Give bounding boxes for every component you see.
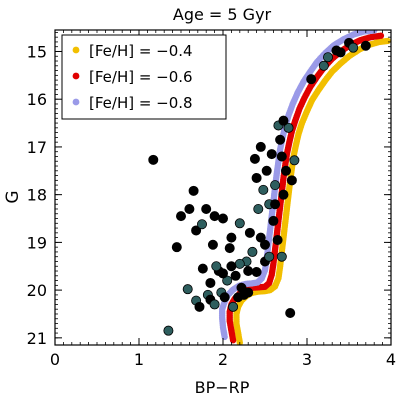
observed-star xyxy=(196,219,207,230)
observed-star xyxy=(211,261,222,272)
x-axis-label: BP−RP xyxy=(195,378,250,397)
observed-star xyxy=(360,40,371,51)
observed-star xyxy=(226,261,237,272)
series-point xyxy=(377,32,385,39)
axes: 0 1 2 3 4 15 16 17 18 19 20 21 xyxy=(27,29,396,369)
observed-star xyxy=(224,243,235,254)
observed-star xyxy=(251,266,262,277)
observed-star xyxy=(188,185,199,196)
series-point xyxy=(384,37,391,45)
legend-box xyxy=(61,34,227,120)
observed-star xyxy=(243,287,254,298)
observed-star xyxy=(217,268,228,279)
observed-star xyxy=(175,211,186,222)
observed-star xyxy=(322,52,333,63)
observed-star xyxy=(171,242,182,253)
y-tick-label: 21 xyxy=(27,329,47,348)
legend-marker xyxy=(72,98,80,106)
observed-star xyxy=(247,246,258,257)
observed-star xyxy=(261,165,272,176)
observed-star xyxy=(278,189,289,200)
y-tick-label: 18 xyxy=(27,186,47,205)
observed-star xyxy=(201,203,212,214)
observed-star xyxy=(251,172,262,183)
y-axis-label: G xyxy=(3,190,23,203)
x-tick-label: 4 xyxy=(386,350,396,369)
observed-star xyxy=(286,175,297,186)
observed-star xyxy=(272,234,283,245)
x-tick-label: 1 xyxy=(134,350,144,369)
observed-star xyxy=(283,122,294,133)
y-tick-label: 20 xyxy=(27,281,47,300)
observed-star xyxy=(230,270,241,281)
observed-star xyxy=(348,42,359,53)
observed-star xyxy=(226,232,237,243)
observed-star xyxy=(209,299,220,310)
observed-star xyxy=(249,153,260,164)
plot-area xyxy=(148,30,391,345)
observed-stars xyxy=(148,37,371,336)
legend-marker xyxy=(72,46,80,54)
observed-star xyxy=(270,180,281,191)
legend-label: [Fe/H] = −0.6 xyxy=(89,68,193,86)
observed-star xyxy=(276,251,287,262)
x-tick-label: 2 xyxy=(218,350,228,369)
y-tick-label: 16 xyxy=(27,90,47,109)
legend-marker xyxy=(72,72,80,80)
observed-star xyxy=(197,263,208,274)
observed-star xyxy=(182,284,193,295)
observed-star xyxy=(234,218,245,229)
y-tick-label: 17 xyxy=(27,138,47,157)
observed-star xyxy=(258,184,269,195)
observed-star xyxy=(268,215,279,226)
observed-star xyxy=(234,258,245,269)
observed-star xyxy=(255,141,266,152)
observed-star xyxy=(276,151,287,162)
observed-star xyxy=(191,225,202,236)
observed-star xyxy=(280,165,291,176)
observed-star xyxy=(289,155,300,166)
legend: [Fe/H] = −0.4 [Fe/H] = −0.6 [Fe/H] = −0.8 xyxy=(61,34,227,120)
observed-star xyxy=(184,203,195,214)
observed-star xyxy=(209,211,220,222)
observed-star xyxy=(270,199,281,210)
observed-star xyxy=(275,134,286,145)
chart-title: Age = 5 Gyr xyxy=(173,5,272,24)
observed-star xyxy=(163,325,174,336)
observed-star xyxy=(194,301,205,312)
observed-star xyxy=(205,277,216,288)
observed-star xyxy=(243,266,254,277)
x-tick-label: 0 xyxy=(50,350,60,369)
legend-label: [Fe/H] = −0.4 xyxy=(89,42,193,60)
observed-star xyxy=(318,60,329,71)
x-tick-label: 3 xyxy=(302,350,312,369)
observed-star xyxy=(219,292,230,303)
observed-star xyxy=(278,115,289,126)
observed-star xyxy=(331,45,342,56)
observed-star xyxy=(264,251,275,262)
y-tick-label: 15 xyxy=(27,42,47,61)
observed-star xyxy=(285,308,296,319)
observed-star xyxy=(306,74,317,85)
observed-star xyxy=(266,149,277,160)
observed-star xyxy=(148,154,159,165)
series-3 xyxy=(218,30,378,341)
observed-star xyxy=(228,301,239,312)
observed-star xyxy=(259,239,270,250)
observed-star xyxy=(253,203,264,214)
observed-star xyxy=(244,227,255,238)
legend-label: [Fe/H] = −0.8 xyxy=(89,94,193,112)
observed-star xyxy=(207,239,218,250)
observed-star xyxy=(217,213,228,224)
y-tick-label: 19 xyxy=(27,233,47,252)
